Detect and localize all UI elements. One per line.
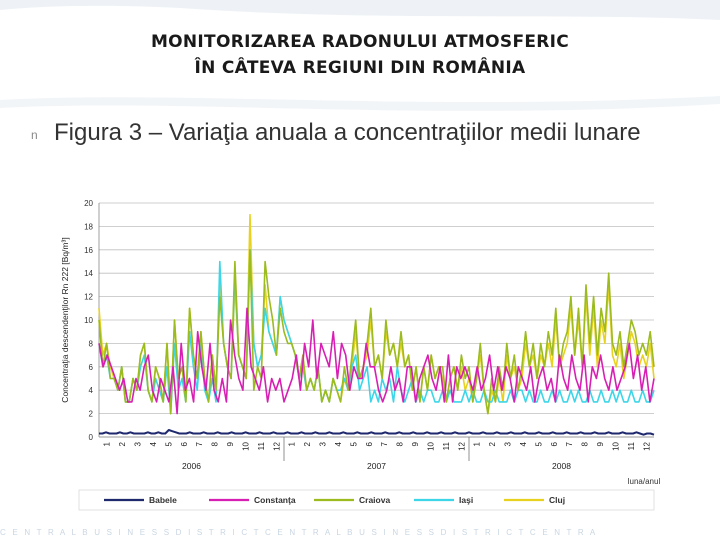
x-tick-label: 8 xyxy=(581,441,590,446)
y-tick-label: 4 xyxy=(89,386,94,395)
legend-label: Cluj xyxy=(549,495,565,505)
chart-container: 0 2 4 6 8 10 12 14 16 18 20 Concentraţia descendenţ… xyxy=(52,187,661,518)
x-tick-label: 11 xyxy=(627,441,636,450)
series-line-babele xyxy=(99,429,655,436)
y-tick-label: 8 xyxy=(89,339,94,348)
bullet-icon: n xyxy=(31,128,38,142)
y-tick-label: 16 xyxy=(84,246,93,255)
footer-watermark: C E N T R A L B U S I N E S S D I S T R … xyxy=(0,528,598,537)
y-axis-label: Concentraţia descendenţilor Rn 222 [Bq/m… xyxy=(60,237,70,402)
slide-title-line-1: MONITORIZAREA RADONULUI ATMOSFERIC xyxy=(150,32,570,52)
x-tick-label: 4 xyxy=(149,441,158,446)
x-tick-label: 3 xyxy=(504,441,513,446)
legend-label: Constanţa xyxy=(254,495,296,505)
y-tick-label: 12 xyxy=(84,293,93,302)
slide-title-line-2: ÎN CÂTEVA REGIUNI DIN ROMÂNIA xyxy=(194,58,526,78)
series-line-constanţa xyxy=(98,307,655,415)
y-tick-label: 18 xyxy=(84,222,93,231)
year-label: 2008 xyxy=(552,461,571,471)
x-tick-label: 1 xyxy=(103,441,112,446)
series-line-craiova xyxy=(98,248,655,415)
x-tick-label: 1 xyxy=(288,441,297,446)
x-tick-label: 2 xyxy=(303,441,312,446)
legend-label: Babele xyxy=(149,495,177,505)
y-tick-label: 2 xyxy=(89,410,94,419)
x-tick-label: 10 xyxy=(426,441,435,450)
x-tick-label: 9 xyxy=(411,441,420,446)
year-label: 2006 xyxy=(182,461,201,471)
figure-caption: Figura 3 – Variaţia anuala a concentraţi… xyxy=(54,119,641,146)
x-tick-label: 8 xyxy=(211,441,220,446)
x-tick-label: 1 xyxy=(473,441,482,446)
x-axis-label: luna/anul xyxy=(628,477,661,486)
x-tick-label: 7 xyxy=(195,441,204,446)
x-tick-label: 12 xyxy=(457,441,466,450)
x-tick-label: 6 xyxy=(180,441,189,446)
x-tick-label: 2 xyxy=(488,441,497,446)
year-label: 2007 xyxy=(367,461,386,471)
x-tick-label: 12 xyxy=(272,441,281,450)
x-tick-label: 9 xyxy=(226,441,235,446)
x-tick-label: 10 xyxy=(611,441,620,450)
x-tick-label: 12 xyxy=(642,441,651,450)
x-tick-label: 4 xyxy=(334,441,343,446)
x-tick-label: 5 xyxy=(164,441,173,446)
legend-label: Iaşi xyxy=(459,495,473,505)
x-tick-label: 11 xyxy=(257,441,266,450)
x-tick-label: 5 xyxy=(349,441,358,446)
y-tick-label: 0 xyxy=(89,433,94,442)
series-line-iaşi xyxy=(98,248,655,415)
x-tick-label: 10 xyxy=(241,441,250,450)
decorative-swoosh-2 xyxy=(0,96,720,111)
y-tick-label: 10 xyxy=(84,316,93,325)
legend-box xyxy=(78,489,655,511)
x-tick-label: 11 xyxy=(442,441,451,450)
x-tick-label: 3 xyxy=(319,441,328,446)
x-tick-label: 2 xyxy=(118,441,127,446)
x-tick-label: 9 xyxy=(596,441,605,446)
x-tick-label: 5 xyxy=(534,441,543,446)
decorative-swoosh xyxy=(0,0,720,20)
x-tick-label: 7 xyxy=(380,441,389,446)
x-tick-label: 6 xyxy=(550,441,559,446)
x-tick-label: 7 xyxy=(565,441,574,446)
x-tick-label: 8 xyxy=(396,441,405,446)
y-tick-label: 6 xyxy=(89,363,94,372)
x-tick-label: 4 xyxy=(519,441,528,446)
legend-label: Craiova xyxy=(359,495,390,505)
x-tick-label: 3 xyxy=(134,441,143,446)
y-tick-label: 14 xyxy=(84,269,93,278)
x-tick-label: 6 xyxy=(365,441,374,446)
y-tick-label: 20 xyxy=(84,199,93,208)
